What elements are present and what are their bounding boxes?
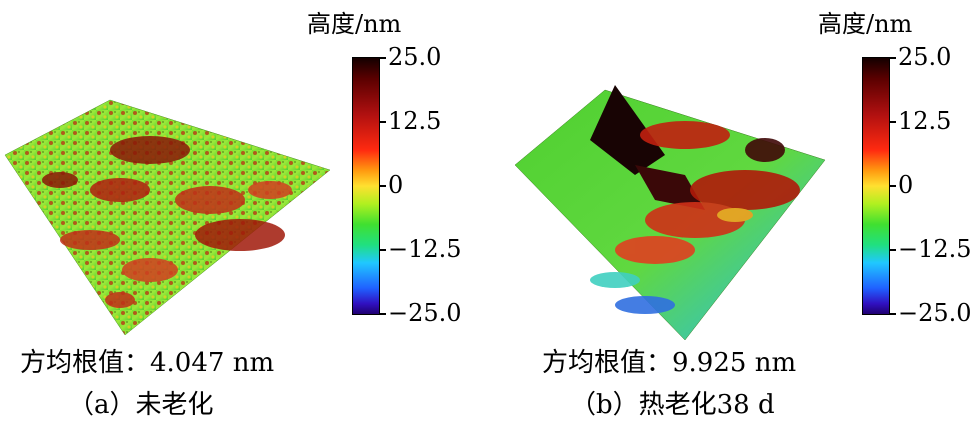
tick-mark: [890, 185, 896, 187]
colorbar-title: 高度/nm: [307, 10, 402, 38]
tick-mark: [380, 57, 386, 59]
afm-surface-unaged: [4, 99, 331, 336]
colorbar-title: 高度/nm: [818, 10, 913, 38]
tick-label: 0: [898, 171, 914, 199]
tick-label: −12.5: [898, 235, 972, 263]
tick-mark: [380, 121, 386, 123]
tick-label: −25.0: [898, 299, 972, 327]
tick-label: 25.0: [388, 43, 442, 71]
height-colorbar: [352, 57, 380, 315]
figure-caption: （b）热老化38 d: [570, 390, 775, 420]
tick-mark: [890, 249, 896, 251]
tick-mark: [380, 313, 386, 315]
tick-mark: [890, 121, 896, 123]
tick-mark: [380, 185, 386, 187]
afm-surface-aged: [515, 85, 826, 341]
rms-value: 方均根值：4.047 nm: [20, 348, 275, 378]
rms-value: 方均根值：9.925 nm: [542, 348, 797, 378]
panel-a-unaged: 高度/nm 25.0 12.5 0 −12.5 −25.0 方均根值：4.047…: [0, 0, 490, 420]
tick-mark: [890, 313, 896, 315]
height-colorbar: [862, 57, 890, 315]
tick-label: 25.0: [898, 43, 952, 71]
tick-mark: [380, 249, 386, 251]
tick-label: 0: [388, 171, 404, 199]
tick-label: 12.5: [388, 107, 442, 135]
tick-label: 12.5: [898, 107, 952, 135]
tick-label: −25.0: [388, 299, 462, 327]
panel-b-aged: 高度/nm 25.0 12.5 0 −12.5 −25.0 方均根值：9.925…: [490, 0, 980, 420]
figure-caption: （a）未老化: [68, 390, 214, 420]
tick-mark: [890, 57, 896, 59]
tick-label: −12.5: [388, 235, 462, 263]
